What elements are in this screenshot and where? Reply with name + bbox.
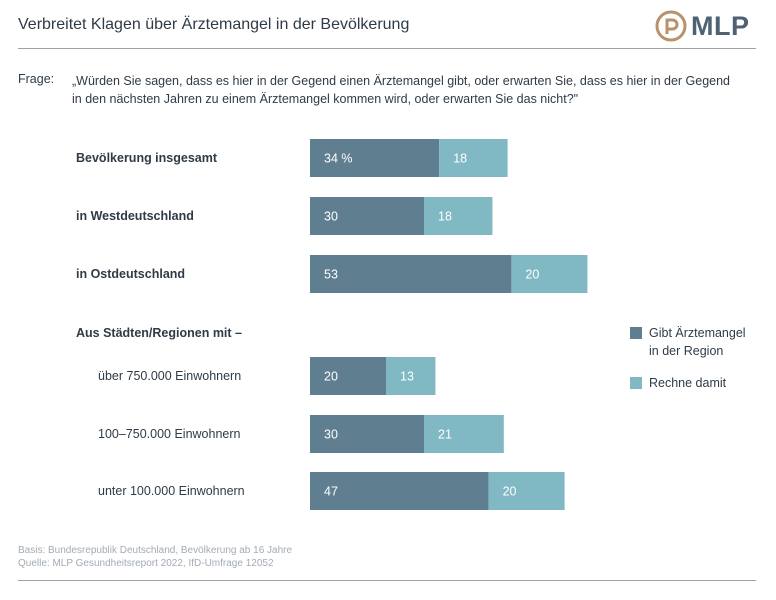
header-divider: [18, 48, 756, 49]
mlp-emblem-icon: [655, 10, 687, 42]
basis-note: Basis: Bundesrepublik Deutschland, Bevöl…: [18, 545, 293, 556]
bar-segment-series-2: [386, 357, 436, 395]
legend-label-series-1: Gibt Ärztemangel in der Region: [649, 324, 746, 360]
bar-value-label: 34 %: [324, 152, 353, 166]
source-note: Quelle: MLP Gesundheitsreport 2022, IfD-…: [18, 558, 274, 569]
legend-label-line-1: Gibt Ärztemangel: [649, 326, 746, 340]
bar-segment-series-1: [310, 472, 489, 510]
bar-value-label: 30: [324, 210, 338, 224]
bar-segment-series-1: [310, 139, 440, 177]
bar-value-label: 20: [525, 268, 539, 282]
category-label: unter 100.000 Einwohnern: [98, 484, 245, 498]
category-label: in Ostdeutschland: [76, 267, 186, 281]
mlp-logo: MLP: [655, 9, 765, 43]
bar-value-label: 30: [324, 428, 338, 442]
bar-segment-series-1: [310, 415, 424, 453]
bar-segment-series-1: [310, 197, 424, 235]
legend-label-line-2: in der Region: [649, 344, 724, 358]
bar-value-label: 53: [324, 268, 338, 282]
bar-value-label: 13: [400, 370, 414, 384]
category-label: 100–750.000 Einwohnern: [98, 427, 241, 441]
bar-value-label: 20: [503, 485, 517, 499]
category-label: Bevölkerung insgesamt: [76, 151, 218, 165]
bar-segment-series-2: [511, 255, 588, 293]
bar-segment-series-2: [424, 415, 504, 453]
bar-value-label: 18: [453, 152, 467, 166]
bar-segment-series-1: [310, 357, 386, 395]
question-label: Frage:: [18, 72, 55, 86]
category-label: über 750.000 Einwohnern: [98, 369, 242, 383]
bar-segment-series-2: [439, 139, 508, 177]
question-line-2: in den nächsten Jahren zu einem Ärzteman…: [72, 92, 579, 106]
bar-value-label: 20: [324, 370, 338, 384]
question-text: „Würden Sie sagen, dass es hier in der G…: [72, 72, 762, 108]
bar-value-label: 21: [438, 428, 452, 442]
category-label: in Westdeutschland: [76, 209, 194, 223]
bar-value-label: 18: [438, 210, 452, 224]
bar-segment-series-1: [310, 255, 512, 293]
page-title: Verbreitet Klagen über Ärztemangel in de…: [18, 16, 410, 33]
legend-label-series-2: Rechne damit: [649, 376, 727, 390]
bar-segment-series-2: [424, 197, 493, 235]
logo-text: MLP: [691, 11, 750, 41]
group-heading: Aus Städten/Regionen mit –: [76, 326, 242, 340]
footer-divider: [18, 580, 756, 581]
question-line-1: „Würden Sie sagen, dass es hier in der G…: [72, 74, 731, 88]
bar-segment-series-2: [488, 472, 565, 510]
legend-swatch-series-1: [630, 327, 642, 339]
legend-swatch-series-2: [630, 377, 642, 389]
bar-value-label: 47: [324, 485, 338, 499]
